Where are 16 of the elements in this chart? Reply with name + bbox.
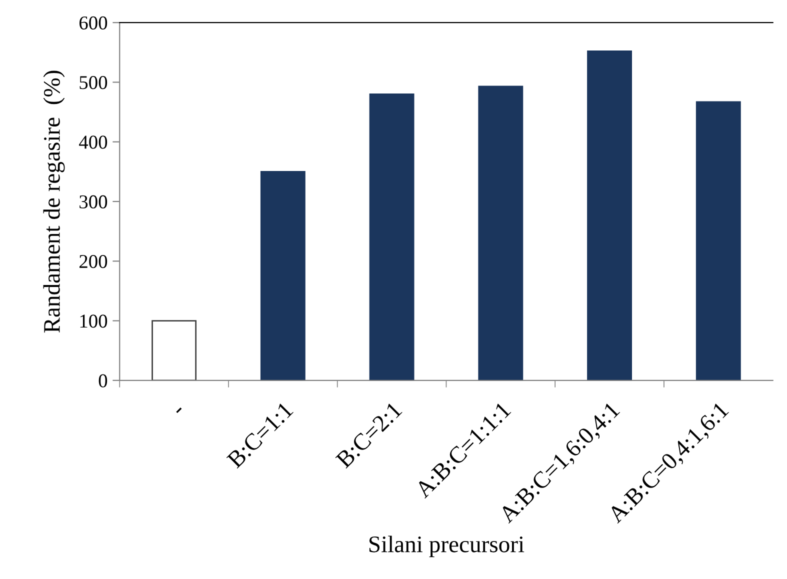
y-axis-title: Randament de regasire (%)	[43, 70, 65, 333]
bar	[696, 101, 741, 380]
bar	[369, 93, 414, 380]
y-tick-label: 400	[79, 136, 108, 149]
bar	[152, 320, 197, 380]
x-axis-title: Silani precursori	[369, 536, 524, 558]
y-tick-label: 200	[80, 254, 108, 268]
bar	[478, 86, 524, 380]
bar	[260, 170, 306, 380]
x-tick-label: -	[176, 407, 182, 414]
y-tick-label: 600	[79, 16, 108, 30]
y-tick-label: 100	[80, 314, 108, 328]
y-tick-label: 0	[98, 374, 108, 388]
y-tick-label: 500	[80, 76, 108, 90]
bar	[587, 50, 632, 380]
y-tick-label: 300	[80, 195, 108, 208]
